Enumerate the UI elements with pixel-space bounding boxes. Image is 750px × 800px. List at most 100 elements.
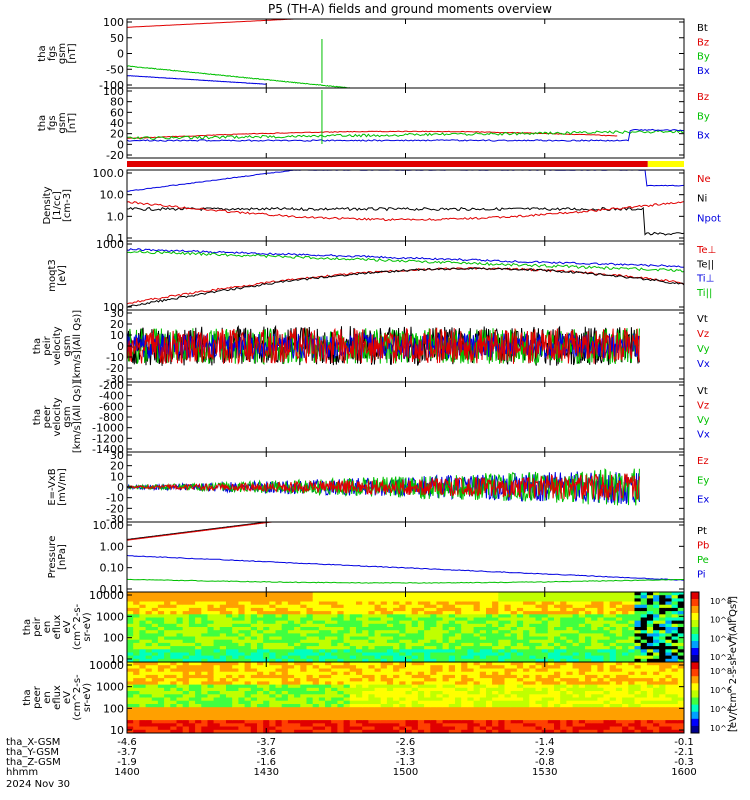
y-axis-label: [nT]	[67, 43, 78, 63]
y-axis-label: Density	[42, 186, 53, 224]
y-axis-label: gsm	[57, 112, 68, 133]
y-tick-label: 10.0	[100, 189, 125, 202]
legend-entry: Ne	[697, 174, 711, 185]
y-tick-label: 30	[110, 307, 124, 320]
by-trace	[127, 129, 684, 141]
legend-entry: Vx	[697, 359, 710, 370]
y-axis-label: [km/s](All Qs)]	[72, 310, 83, 382]
y-tick-label: 100.0	[93, 167, 125, 180]
colorbar-tick: 10^2	[710, 653, 732, 662]
legend-entry: Npot	[697, 213, 721, 224]
y-tick-label: -20	[106, 149, 124, 162]
legend-entry: Pt	[697, 526, 707, 537]
legend-entry: Vy	[697, 415, 710, 426]
y-axis-label: [mV/m]	[57, 468, 68, 506]
y-axis-label: sr-eV)	[82, 612, 93, 641]
y-tick-label: 10	[110, 724, 124, 737]
colorbar-unit-label: [eV/(cm^2-s-sr-eV)(All Qs)]	[728, 596, 739, 732]
y-tick-label: 10000	[89, 659, 124, 672]
colorbar-tick: 10^6	[710, 686, 732, 695]
y-tick-label: -800	[99, 411, 124, 424]
y-tick-label: 10	[110, 329, 124, 342]
colorbar-peer_en_eflux: 10^8 10^6 10^4 10^2	[690, 661, 732, 734]
y-tick-label: 0.10	[100, 562, 125, 575]
y-tick-label: 10	[110, 653, 124, 666]
legend-entry: Ti||	[696, 288, 712, 299]
footer-value: -2.9	[535, 747, 555, 758]
y-tick-label: 100	[103, 702, 124, 715]
footer-date: 2024 Nov 30	[6, 779, 70, 790]
y-axis-label: en	[42, 621, 53, 634]
y-axis-label: eV	[62, 620, 73, 633]
y-axis-label: moqt3	[47, 259, 58, 292]
y-tick-label: -1400	[92, 443, 124, 456]
footer-value: -0.8	[535, 757, 555, 768]
y-axis-label: tha	[22, 689, 33, 705]
y-tick-label: 10	[110, 470, 124, 483]
y-tick-label: 100	[103, 632, 124, 645]
legend-entry: Vy	[697, 344, 710, 355]
ne-trace	[127, 201, 684, 222]
y-axis-label: gsm	[62, 406, 73, 427]
y-tick-label: 1000	[96, 681, 124, 694]
y-axis-label: E=-VxB	[47, 468, 58, 505]
panel-peer_velocity: -200-400-600-800-1000-1200-1400 tha peer ve…	[32, 379, 710, 456]
y-tick-label: 0	[117, 340, 124, 353]
ti-par-trace	[127, 249, 684, 273]
y-axis-label: sr-eV)	[82, 683, 93, 712]
y-axis-label: eflux	[52, 615, 63, 640]
y-axis-label: tha	[32, 409, 43, 425]
legend-entry: By	[697, 52, 710, 63]
y-tick-label: 0.1	[107, 232, 125, 245]
ez-trace	[127, 473, 640, 502]
bx-trace	[127, 128, 684, 142]
te-par-trace	[127, 267, 684, 308]
ion-spectrogram	[127, 592, 684, 662]
y-axis-label: Pressure	[47, 536, 58, 579]
y-tick-label: 0	[117, 481, 124, 494]
footer-value: -1.3	[396, 757, 416, 768]
footer-value: 1600	[671, 767, 696, 778]
bx-trace	[127, 75, 267, 85]
legend-entry: Ez	[697, 456, 709, 467]
y-axis-label: [eV]	[57, 265, 68, 286]
legend-entry: Bx	[697, 131, 710, 142]
legend-entry: Vt	[697, 386, 708, 397]
footer-value: -1.6	[256, 757, 276, 768]
plot-title: P5 (TH-A) fields and ground moments over…	[268, 2, 552, 16]
y-tick-label: 50	[110, 32, 124, 45]
y-axis-label: en	[42, 691, 53, 704]
y-tick-label: 100	[103, 301, 124, 314]
y-tick-label: -200	[99, 379, 124, 392]
footer-row-label: tha_Z-GSM	[6, 757, 61, 768]
y-tick-label: 20	[110, 318, 124, 331]
y-tick-label: 1000	[96, 238, 124, 251]
panel-fgs_gsm: 100 50 0 -50 -100 tha fgs gsm [nT] Bt Bz By Bx	[37, 16, 710, 92]
footer-row-label: tha_Y-GSM	[6, 747, 59, 758]
y-tick-label: 40	[110, 117, 124, 130]
y-tick-label: -1000	[92, 422, 124, 435]
legend-entry: Bz	[697, 37, 709, 48]
y-axis-label: gsm	[57, 43, 68, 64]
y-tick-label: 0	[117, 138, 124, 151]
legend-entry: By	[697, 111, 710, 122]
y-tick-label: -10	[106, 492, 124, 505]
legend-entry: Pb	[697, 541, 709, 552]
quality-flag-bar	[127, 161, 684, 167]
y-tick-label: 20	[110, 460, 124, 473]
panel-peir_en_eflux: 10000 1000 100 10 tha peir en eflux eV (cm^2-s-sr…	[22, 589, 732, 666]
y-tick-label: -20	[106, 502, 124, 515]
footer-value: -3.6	[256, 747, 276, 758]
y-tick-label: 10.00	[93, 519, 125, 532]
legend-entry: Bx	[697, 66, 710, 77]
panel-peer_en_eflux: 10000 1000 100 10 tha peer en eflux eV (cm^2-s-sr…	[22, 659, 732, 737]
legend-entry: Ti⊥	[696, 274, 714, 285]
pi-trace	[127, 554, 684, 581]
y-tick-label: -1200	[92, 432, 124, 445]
y-tick-label: -600	[99, 400, 124, 413]
footer-value: -2.6	[396, 737, 416, 748]
legend-entry: Vz	[697, 329, 709, 340]
y-axis-label: tha	[37, 45, 48, 61]
